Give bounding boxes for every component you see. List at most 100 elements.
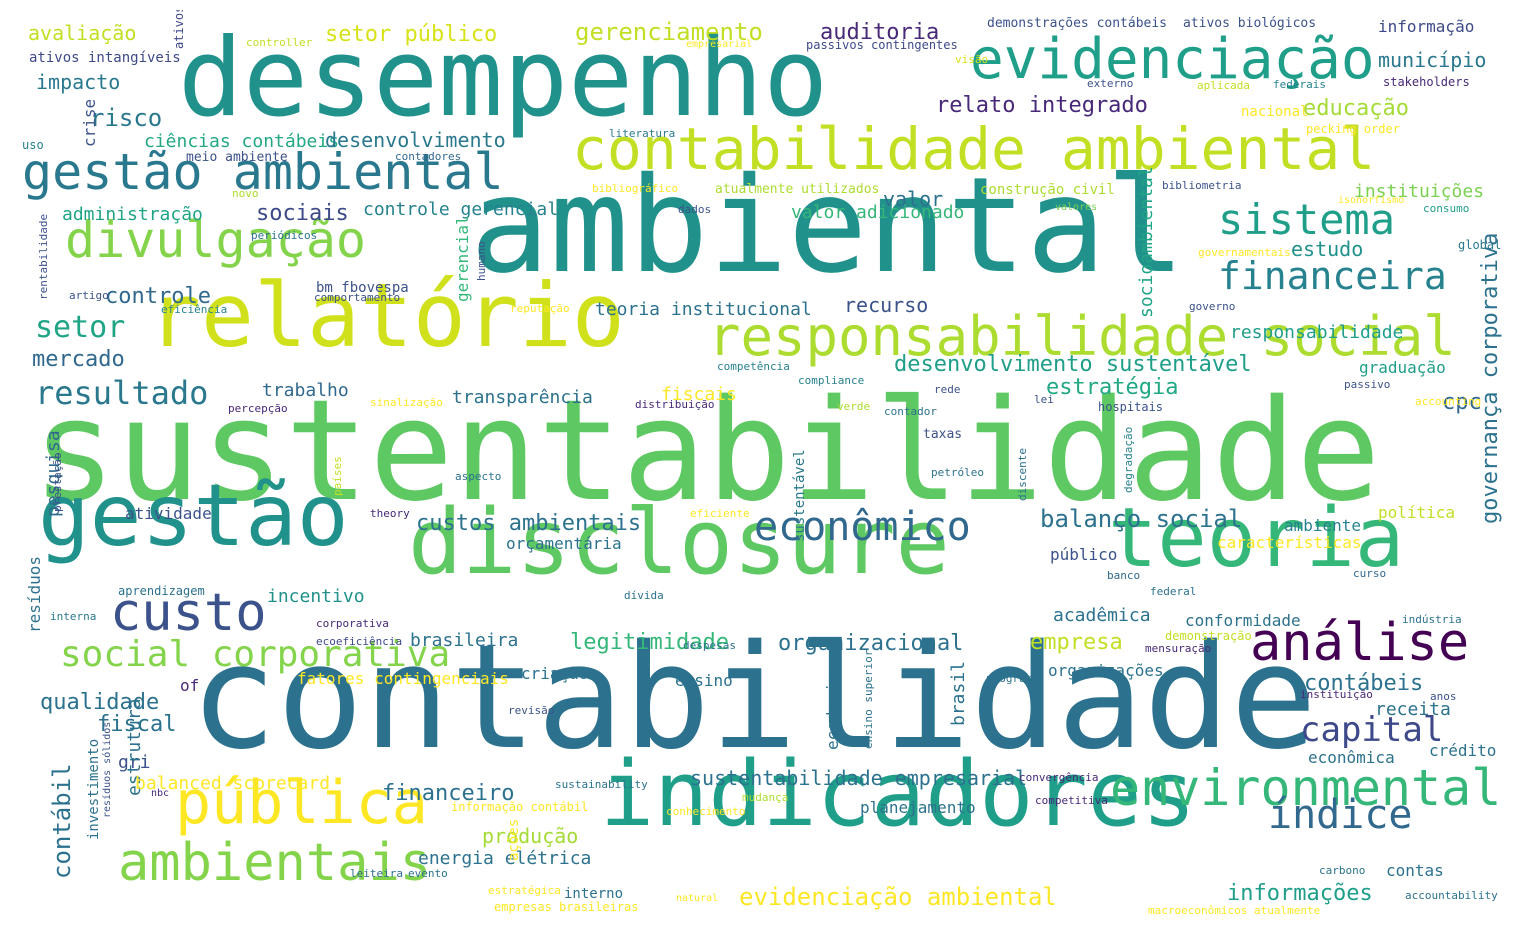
word-47: stakeholders — [1383, 75, 1470, 89]
word-51: pecking order — [1306, 122, 1400, 136]
word-188: contas — [1386, 861, 1444, 880]
word-96: compliance — [798, 374, 865, 387]
word-45: aplicada — [1197, 79, 1250, 92]
word-138: interna — [50, 610, 97, 623]
word-11: evidenciação — [970, 27, 1375, 92]
word-1: contabilidade — [190, 613, 1318, 781]
word-152: of — [180, 676, 200, 695]
word-120: atividade — [125, 504, 212, 523]
word-149: mensuração — [1145, 642, 1212, 655]
word-78: humano — [475, 241, 488, 281]
word-52: crise — [80, 98, 99, 147]
word-157: organizações — [1048, 661, 1164, 680]
word-32: ativos — [172, 10, 186, 49]
word-145: organizacional — [778, 631, 964, 656]
word-88: eficiência — [161, 303, 228, 316]
word-43: município — [1378, 48, 1487, 72]
word-121: theory — [370, 507, 410, 520]
word-98: passivo — [1344, 378, 1391, 391]
word-181: informação contábil — [451, 800, 589, 814]
word-175: sustentabilidade empresarial — [690, 766, 1028, 790]
word-167: contábil — [48, 763, 76, 879]
word-111: taxas — [923, 427, 963, 442]
word-93: graduação — [1359, 358, 1446, 377]
word-9: contabilidade ambiental — [572, 115, 1376, 183]
word-122: sustentável — [792, 449, 808, 542]
word-158: qualidade — [40, 690, 160, 715]
word-124: custos ambientais — [416, 511, 642, 536]
word-193: informações — [1227, 881, 1373, 906]
word-77: gerencial — [453, 215, 472, 302]
word-178: nbc — [151, 788, 170, 799]
word-87: governo — [1189, 300, 1236, 313]
word-151: contábeis — [1304, 671, 1424, 696]
word-156: programa — [986, 672, 1039, 685]
word-115: aspecto — [455, 470, 502, 483]
word-27: mercado — [32, 347, 125, 372]
word-126: política — [1378, 503, 1456, 522]
word-147: demonstração — [1165, 629, 1252, 643]
word-127: ambiente — [1284, 516, 1362, 535]
word-42: empresarial — [686, 39, 753, 50]
word-180: mudança — [742, 791, 789, 804]
word-28: risco — [90, 104, 163, 132]
word-49: educação — [1303, 96, 1409, 121]
word-14: ambientais — [118, 833, 432, 893]
word-198: empresas brasileiras — [494, 900, 639, 914]
word-62: bibliográfico — [592, 182, 679, 195]
word-69: sociais — [256, 201, 349, 226]
word-164: fiscal — [97, 712, 177, 737]
word-54: ciências contábeis — [144, 131, 340, 152]
word-184: conhecimento — [666, 805, 746, 818]
word-29: impacto — [36, 70, 121, 94]
word-140: conformidade — [1185, 611, 1301, 630]
word-146: empresa — [1030, 630, 1123, 655]
word-186: energia elétrica — [418, 848, 592, 869]
word-123: eficiente — [690, 507, 750, 520]
word-34: setor público — [325, 22, 498, 47]
word-131: resíduos — [25, 555, 44, 633]
word-74: valores — [1055, 202, 1098, 213]
word-154: criação — [521, 664, 589, 683]
word-44: externo — [1087, 77, 1134, 90]
word-23: índice — [1268, 792, 1413, 838]
word-189: evento — [408, 867, 448, 880]
word-91: responsabilidade — [1230, 322, 1404, 343]
word-166: revisão — [508, 704, 555, 717]
word-67: consumo — [1423, 202, 1470, 215]
word-136: curso — [1353, 567, 1387, 580]
word-30: avaliação — [28, 21, 137, 45]
word-129: características — [1217, 533, 1362, 552]
word-102: estratégia — [1046, 375, 1179, 400]
word-182: planejamento — [860, 798, 976, 817]
word-143: brasileira — [410, 630, 519, 651]
word-107: hospitais — [1098, 400, 1164, 414]
word-55: desenvolvimento — [325, 128, 506, 152]
word-148: ecoeficiência — [316, 635, 403, 648]
word-109: contador — [884, 405, 937, 418]
word-63: atualmente utilizados — [715, 182, 880, 197]
word-137: federal — [1150, 585, 1197, 598]
word-176: convergência — [1019, 771, 1099, 784]
word-60: bibliometria — [1162, 179, 1242, 192]
word-144: legitimidade — [570, 630, 729, 655]
word-170: econômica — [1308, 748, 1395, 767]
word-95: competência — [717, 360, 790, 373]
word-165: ecodesign — [823, 663, 842, 750]
word-cloud: sustentabilidade contabilidade ambiental de… — [10, 10, 1520, 915]
word-86: recurso — [844, 293, 929, 317]
word-195: estratégica — [488, 884, 561, 897]
word-75: periódicos — [251, 229, 318, 242]
word-39: informação — [1378, 17, 1475, 36]
word-128: orçamentária — [506, 534, 622, 553]
word-90: teoria institucional — [595, 299, 812, 320]
word-48: relato integrado — [936, 93, 1148, 118]
word-61: novo — [232, 187, 259, 200]
word-37: demonstrações contábeis — [987, 16, 1168, 31]
word-84: artigo — [69, 289, 109, 302]
word-68: administração — [62, 204, 203, 225]
word-13: pública — [175, 768, 428, 838]
word-16: custo — [110, 583, 267, 643]
word-99: fiscais — [661, 384, 737, 405]
word-36: auditoria — [820, 20, 940, 45]
